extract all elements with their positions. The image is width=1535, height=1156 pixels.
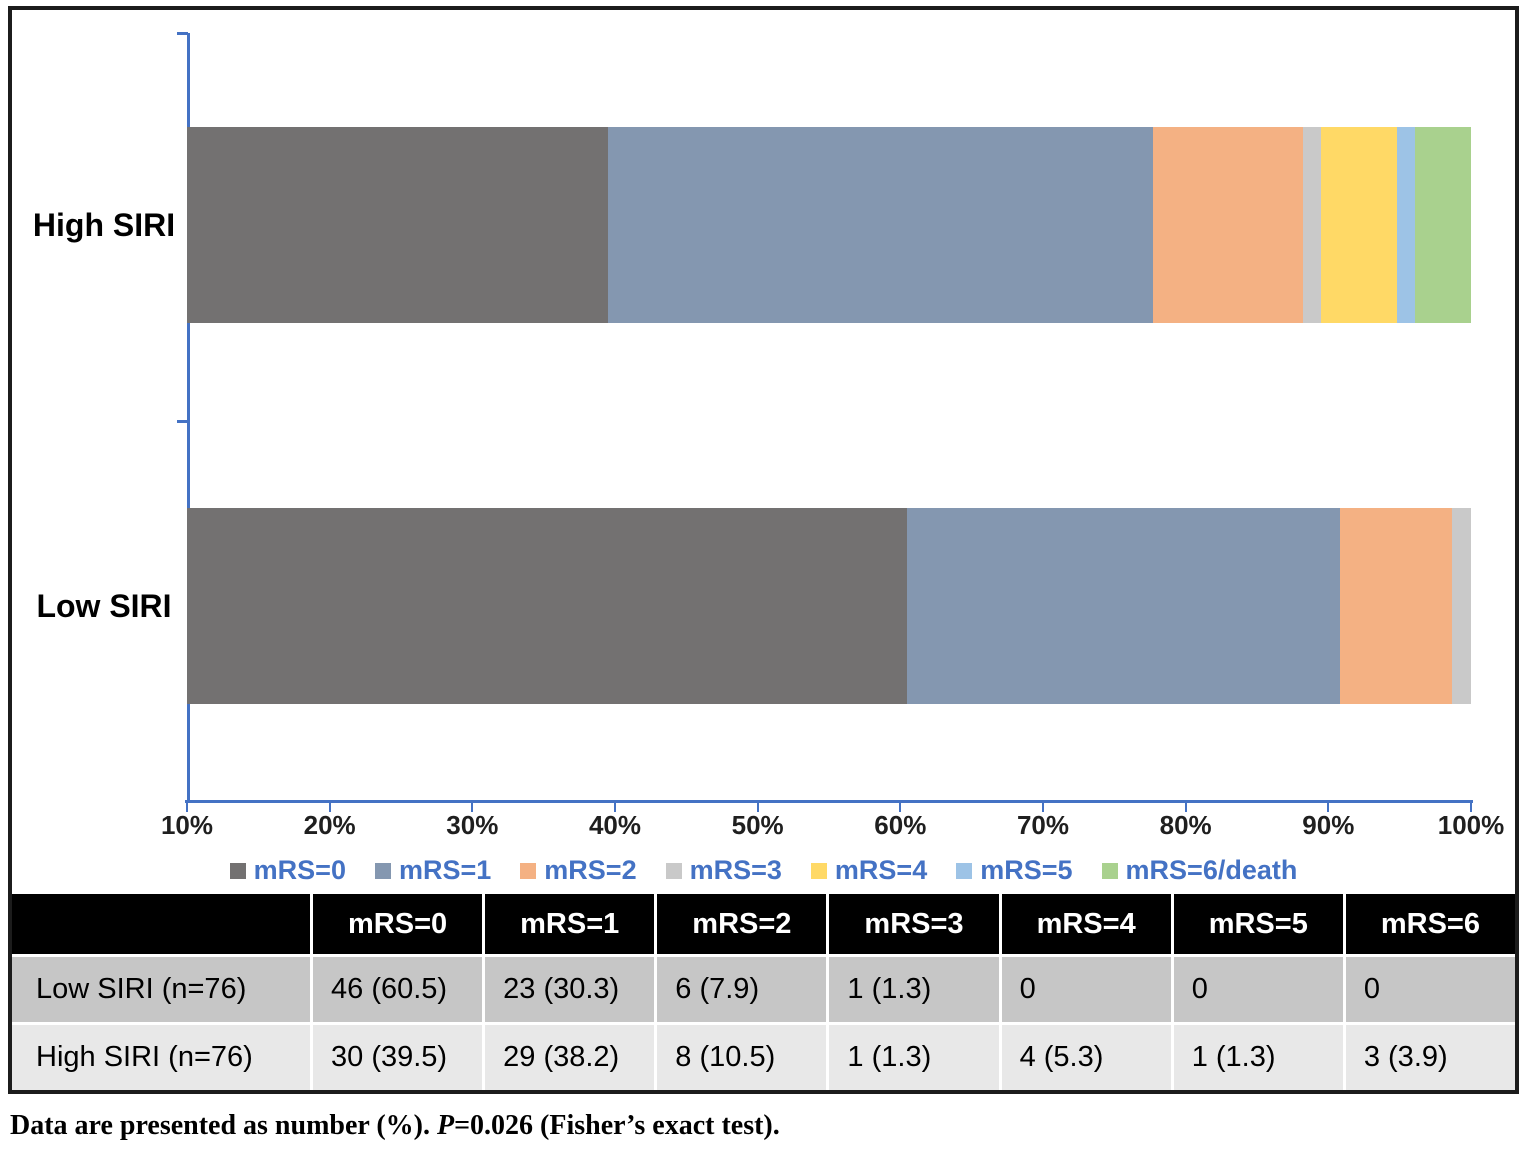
table-cell: 0 <box>1001 957 1171 1022</box>
table-cell: 1 (1.3) <box>829 1025 999 1090</box>
category-label: High SIRI <box>32 207 176 243</box>
bar-segment <box>1152 127 1303 323</box>
x-tick-label: 20% <box>303 810 356 840</box>
x-axis-tick <box>186 803 188 812</box>
category-label: Low SIRI <box>36 588 172 624</box>
legend-label: mRS=5 <box>980 855 1073 885</box>
legend-swatch <box>1101 862 1118 879</box>
x-axis-line <box>185 800 1473 803</box>
bar-segment <box>187 508 908 704</box>
table-row-label: High SIRI (n=76) <box>12 1025 310 1090</box>
footnote-stat: =0.026 (Fisher’s exact test). <box>454 1110 780 1141</box>
table-cell: 46 (60.5) <box>313 957 483 1022</box>
legend-label: mRS=1 <box>398 855 492 885</box>
table-header-cell: mRS=5 <box>1173 894 1343 954</box>
bar-segment <box>1415 127 1471 323</box>
bar-segment <box>1339 508 1453 704</box>
footnote-text: Data are presented as number (%). <box>10 1110 437 1141</box>
table-header-cell: mRS=2 <box>657 894 827 954</box>
x-axis-tick <box>471 803 474 812</box>
bar-segment <box>187 127 608 323</box>
footnote-p-symbol: P <box>436 1110 455 1141</box>
legend-item: mRS=3 <box>665 855 782 886</box>
table-cell: 6 (7.9) <box>657 957 827 1022</box>
legend-item: mRS=1 <box>374 855 492 886</box>
bar-segment <box>607 127 1153 323</box>
table-cell: 0 <box>1345 957 1515 1022</box>
x-axis-tick <box>1184 803 1187 812</box>
bar-segment <box>1396 127 1416 323</box>
legend: mRS=0 mRS=1 mRS=2 mRS=3 mRS=4 mRS=5 mRS=6/deat… <box>12 855 1515 886</box>
table-header-cell: mRS=3 <box>829 894 999 954</box>
table-cell: 8 (10.5) <box>657 1025 827 1090</box>
table-header-cell <box>12 894 310 954</box>
x-tick-label: 40% <box>588 810 642 840</box>
x-axis-tick <box>1470 803 1472 812</box>
table-cell: 23 (30.3) <box>485 957 655 1022</box>
table-cell: 0 <box>1173 957 1343 1022</box>
x-axis-tick <box>756 803 759 812</box>
x-axis-tick <box>1042 803 1044 812</box>
stacked-bar <box>187 508 1471 704</box>
bar-segment <box>1321 127 1397 323</box>
table-header-cell: mRS=0 <box>313 894 483 954</box>
legend-swatch <box>229 862 246 879</box>
y-axis-tick <box>177 420 188 423</box>
x-tick-label: 50% <box>731 810 784 840</box>
legend-label: mRS=6/death <box>1125 855 1298 885</box>
legend-swatch <box>810 862 827 879</box>
legend-item: mRS=6/death <box>1101 855 1298 886</box>
x-tick-label: 100% <box>1437 810 1505 840</box>
legend-swatch <box>665 862 682 879</box>
bar-segment <box>907 508 1340 704</box>
table-cell: 29 (38.2) <box>485 1025 655 1090</box>
data-table: mRS=0 mRS=1 mRS=2 mRS=3 mRS=4 mRS=5 mRS=6 Low S… <box>12 894 1515 1090</box>
legend-item: mRS=4 <box>810 855 928 886</box>
table-header-cell: mRS=4 <box>1001 894 1171 954</box>
table-row-label: Low SIRI (n=76) <box>12 957 310 1022</box>
x-tick-label: 10% <box>160 810 214 840</box>
table-cell: 4 (5.3) <box>1001 1025 1171 1090</box>
legend-item: mRS=2 <box>520 855 637 886</box>
bar-segment <box>1452 508 1471 704</box>
table-header-cell: mRS=1 <box>485 894 655 954</box>
x-axis-tick <box>899 803 902 812</box>
stacked-bar <box>187 127 1471 323</box>
legend-label: mRS=3 <box>689 855 782 885</box>
x-tick-label: 70% <box>1016 810 1070 840</box>
x-tick-label: 30% <box>446 810 499 840</box>
legend-label: mRS=4 <box>834 855 928 885</box>
figure-frame: 10% 20% 30% 40% 50% 60% 70% 80% 90% 100% High SIRI… <box>8 6 1519 1094</box>
y-axis-line <box>187 33 190 800</box>
x-axis-tick <box>614 803 616 812</box>
footnote: Data are presented as number (%). P=0.02… <box>10 1110 780 1142</box>
bar-segment <box>1302 127 1322 323</box>
legend-swatch <box>520 862 537 879</box>
chart-area: 10% 20% 30% 40% 50% 60% 70% 80% 90% 100% High SIRI… <box>12 10 1515 1090</box>
table-cell: 1 (1.3) <box>1173 1025 1343 1090</box>
legend-label: mRS=0 <box>253 855 346 885</box>
table-cell: 3 (3.9) <box>1345 1025 1515 1090</box>
x-tick-label: 90% <box>1302 810 1355 840</box>
legend-item: mRS=0 <box>229 855 346 886</box>
table-cell: 1 (1.3) <box>829 957 999 1022</box>
table-cell: 30 (39.5) <box>313 1025 483 1090</box>
x-tick-label: 60% <box>874 810 927 840</box>
x-axis-tick <box>1327 803 1330 812</box>
legend-swatch <box>374 862 391 879</box>
x-tick-label: 80% <box>1159 810 1212 840</box>
legend-swatch <box>956 862 973 879</box>
legend-item: mRS=5 <box>956 855 1073 886</box>
legend-label: mRS=2 <box>544 855 637 885</box>
table-header-cell: mRS=6 <box>1345 894 1515 954</box>
y-axis-tick <box>177 32 188 35</box>
x-axis-tick <box>328 803 331 812</box>
